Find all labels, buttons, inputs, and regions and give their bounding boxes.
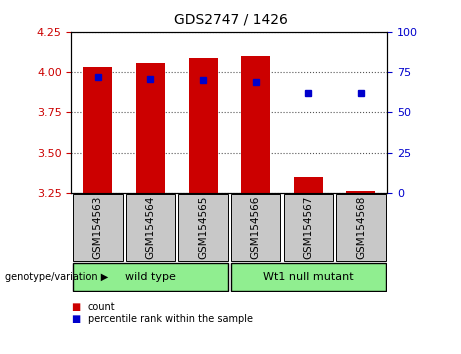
Text: GDS2747 / 1426: GDS2747 / 1426 <box>173 12 288 27</box>
Bar <box>284 194 333 261</box>
Bar <box>73 194 123 261</box>
Bar <box>178 194 228 261</box>
Text: ■: ■ <box>71 302 81 312</box>
Bar <box>136 63 165 193</box>
Bar <box>73 263 228 291</box>
Bar <box>189 58 218 193</box>
Text: Wt1 null mutant: Wt1 null mutant <box>263 272 354 282</box>
Bar <box>347 190 375 193</box>
Bar <box>336 194 386 261</box>
Text: GSM154567: GSM154567 <box>303 196 313 259</box>
Bar <box>294 177 323 193</box>
Bar <box>126 194 175 261</box>
Text: percentile rank within the sample: percentile rank within the sample <box>88 314 253 324</box>
Bar <box>231 263 386 291</box>
Text: GSM154564: GSM154564 <box>145 196 155 259</box>
Text: wild type: wild type <box>125 272 176 282</box>
Text: GSM154566: GSM154566 <box>251 196 260 259</box>
Text: count: count <box>88 302 115 312</box>
Bar <box>83 67 112 193</box>
Text: GSM154565: GSM154565 <box>198 196 208 259</box>
Bar <box>241 56 270 193</box>
Text: GSM154568: GSM154568 <box>356 196 366 259</box>
Bar <box>231 194 280 261</box>
Text: GSM154563: GSM154563 <box>93 196 103 259</box>
Text: ■: ■ <box>71 314 81 324</box>
Text: genotype/variation ▶: genotype/variation ▶ <box>5 272 108 282</box>
